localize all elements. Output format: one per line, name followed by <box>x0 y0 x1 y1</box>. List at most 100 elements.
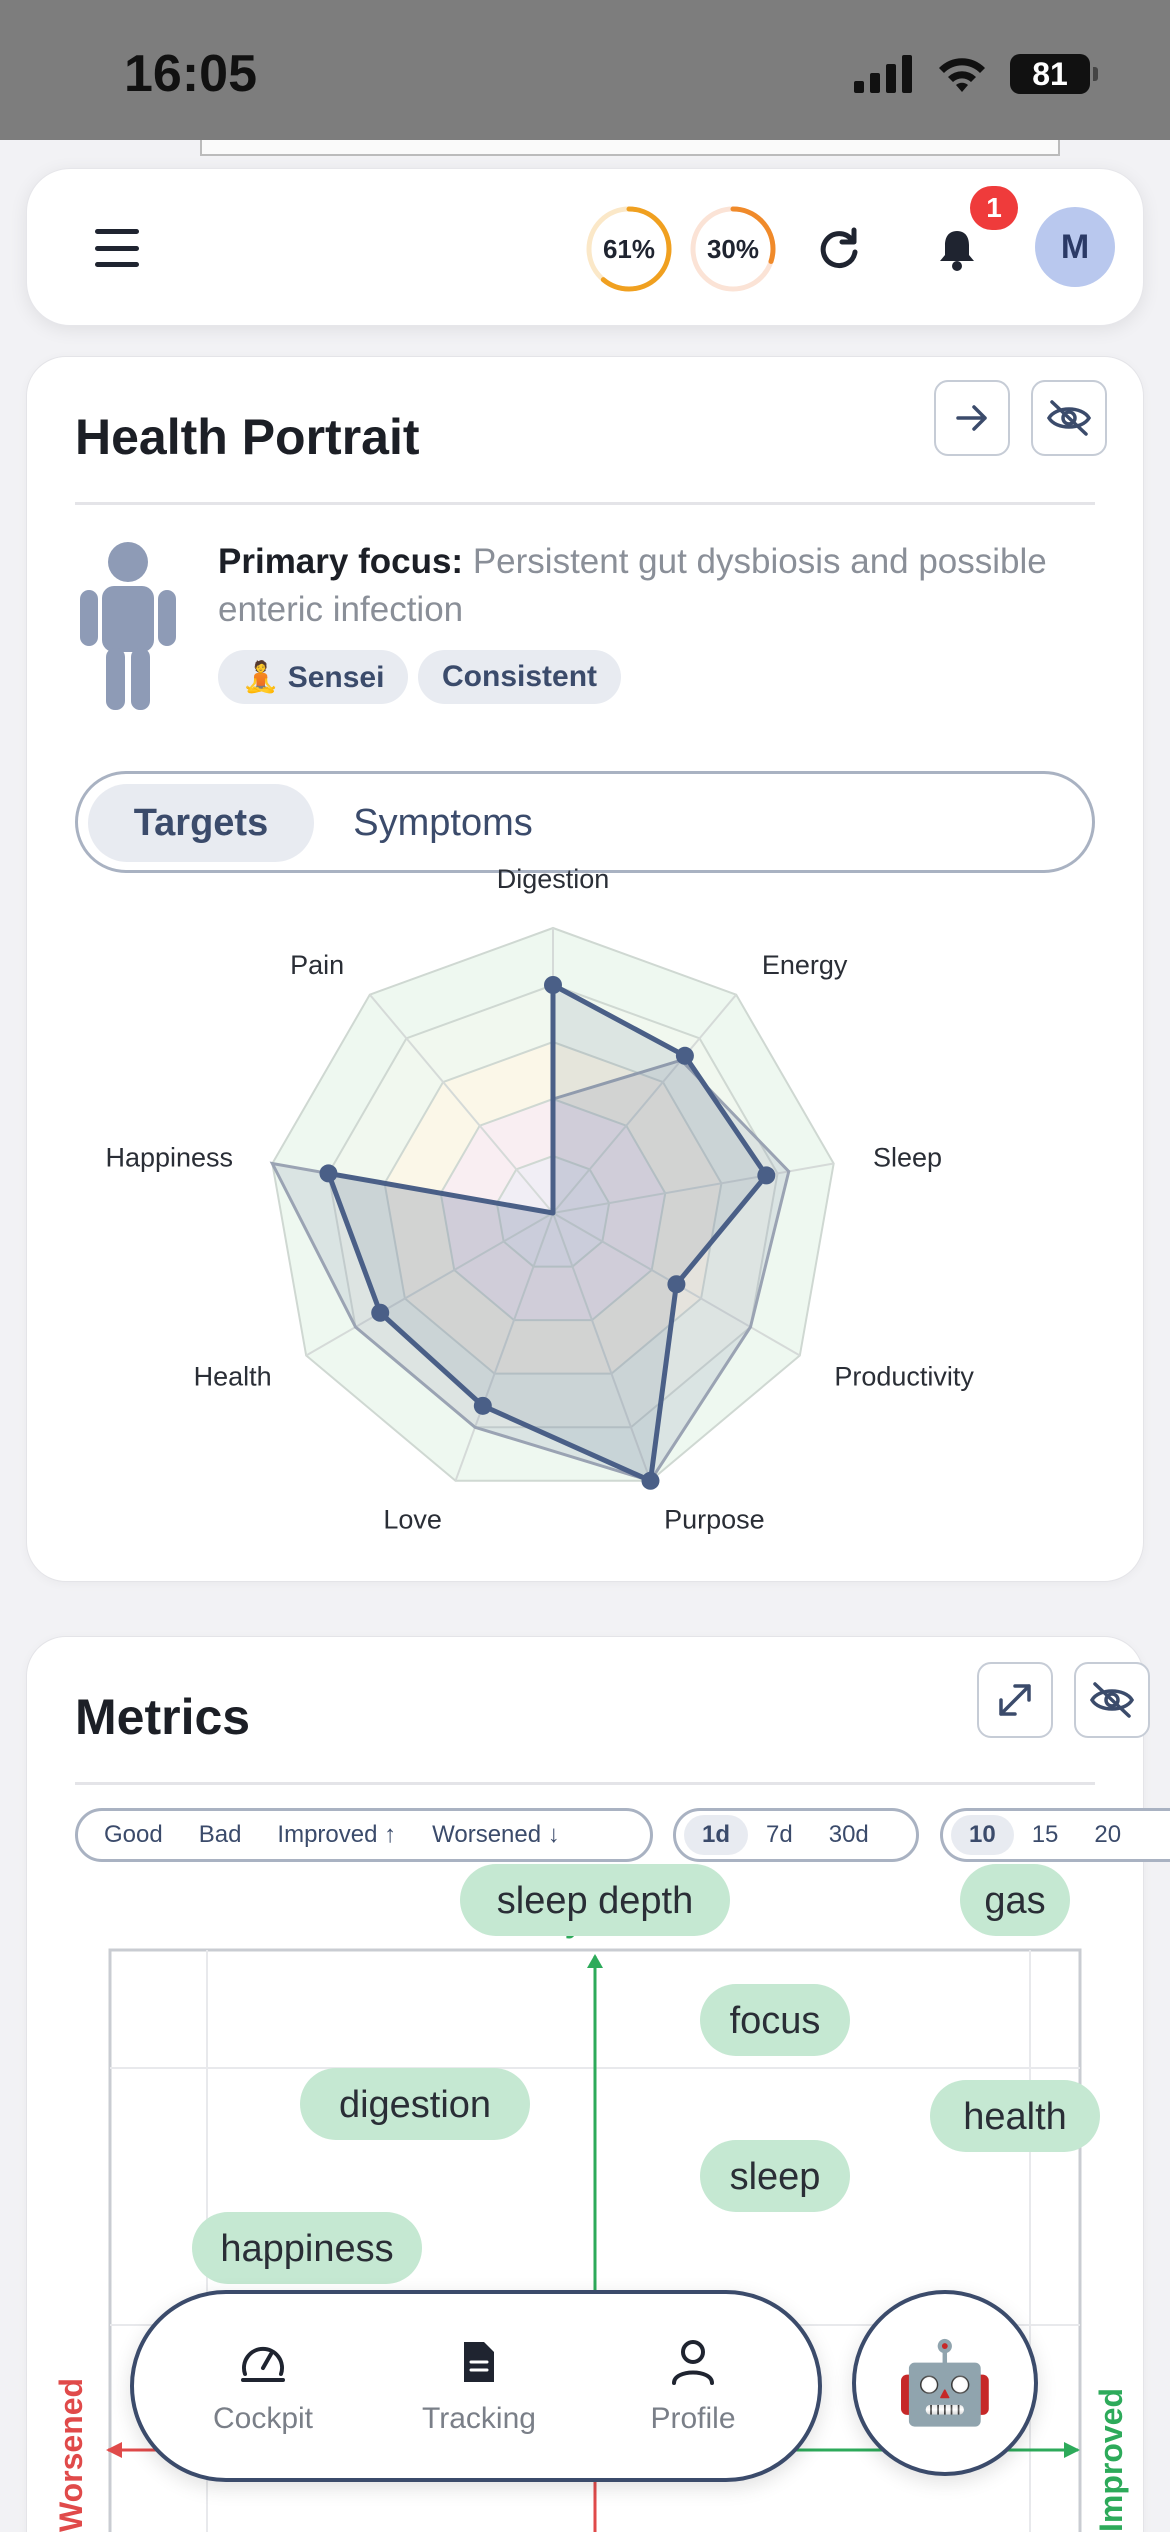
portrait-tabs: Targets Symptoms <box>75 771 1095 873</box>
eye-off-icon <box>1089 1682 1135 1718</box>
primary-focus-text: Persistent gut dysbiosis and possible en… <box>218 542 1047 629</box>
radar-spoke <box>552 1162 834 1214</box>
metric-bubble-health[interactable]: health <box>930 2080 1100 2152</box>
tab-symptoms[interactable]: Symptoms <box>353 801 533 844</box>
svg-text:digestion: digestion <box>339 2084 491 2126</box>
x-axis-right-arrow <box>1064 2442 1080 2458</box>
metric-bubble-sleep-depth[interactable]: sleep depth <box>460 1864 730 1936</box>
radar-point-love[interactable] <box>473 1396 492 1415</box>
metric-bubble-sleep[interactable]: sleep <box>700 2140 850 2212</box>
primary-focus: Primary focus: Persistent gut dysbiosis … <box>218 538 1098 634</box>
x-axis-right-label: Improved <box>1093 2388 1129 2532</box>
radar-point-sleep[interactable] <box>757 1166 776 1185</box>
progress-ring-2-label: 30% <box>706 233 760 264</box>
metric-bubble-gas[interactable]: gas <box>960 1864 1070 1936</box>
radar-spoke <box>552 994 737 1214</box>
primary-focus-label: Primary focus: <box>218 542 464 581</box>
radar-spoke <box>552 1212 652 1482</box>
radar-axis-label: Purpose <box>664 1504 765 1534</box>
svg-text:gas: gas <box>984 1880 1045 1922</box>
period-group: 1d 7d 30d <box>673 1808 919 1862</box>
nav-profile[interactable]: Profile <box>608 2334 778 2436</box>
radar-spoke <box>369 994 554 1214</box>
svg-text:sleep depth: sleep depth <box>497 1880 694 1922</box>
metric-bubble-focus[interactable]: focus <box>700 1984 850 2056</box>
filter-bad[interactable]: Bad <box>198 1821 242 1848</box>
radar-axis-label: Sleep <box>873 1143 942 1173</box>
radar-axis-label: Love <box>383 1504 442 1534</box>
filter-improved[interactable]: Improved ↑ <box>277 1821 397 1848</box>
top-header: 61% 30% <box>26 168 1144 326</box>
nav-tracking[interactable]: Tracking <box>394 2334 564 2436</box>
metrics-divider <box>75 1782 1095 1785</box>
document-icon <box>464 2342 494 2382</box>
metric-filter-group: Good Bad Improved ↑ Worsened ↓ <box>75 1808 653 1862</box>
count-20[interactable]: 20 <box>1094 1821 1122 1848</box>
radar-axis-label: Productivity <box>834 1361 974 1391</box>
svg-text:happiness: happiness <box>220 2228 393 2270</box>
portrait-divider <box>75 502 1095 505</box>
assistant-button[interactable]: 🤖 <box>852 2290 1038 2476</box>
status-bar: 16:05 81 <box>0 0 1170 140</box>
radar-axis-label: Happiness <box>105 1143 233 1173</box>
svg-text:sleep: sleep <box>730 2156 821 2198</box>
period-30d[interactable]: 30d <box>828 1821 869 1848</box>
period-7d[interactable]: 7d <box>766 1821 793 1848</box>
tab-targets[interactable]: Targets <box>88 784 314 862</box>
radar-point-happiness[interactable] <box>319 1164 338 1183</box>
cellular-signal-icon <box>854 55 912 93</box>
count-15[interactable]: 15 <box>1031 1821 1059 1848</box>
robot-icon: 🤖 <box>895 2338 995 2427</box>
radar-point-productivity[interactable] <box>667 1275 686 1294</box>
eye-off-icon <box>1046 400 1092 436</box>
bell-icon[interactable] <box>927 219 987 279</box>
arrow-right-icon <box>956 405 987 431</box>
consistent-chip: Consistent <box>418 650 622 704</box>
menu-icon[interactable] <box>91 223 143 273</box>
sensei-chip: 🧘 Sensei <box>218 650 409 704</box>
radar-point-energy[interactable] <box>675 1046 694 1065</box>
radar-axis-label: Health <box>194 1361 272 1391</box>
x-axis-left-label: Worsened <box>53 2378 89 2532</box>
refresh-icon[interactable] <box>809 219 869 279</box>
filter-worsened[interactable]: Worsened ↓ <box>432 1821 560 1848</box>
expand-icon <box>999 1684 1031 1716</box>
avatar[interactable]: M <box>1035 207 1115 287</box>
radar-spoke <box>454 1212 554 1482</box>
radar-axis-label: Pain <box>290 950 344 980</box>
notification-badge: 1 <box>970 186 1018 230</box>
radar-point-digestion[interactable] <box>544 976 562 994</box>
radar-axis-label: Energy <box>762 950 848 980</box>
gauge-icon <box>241 2346 285 2382</box>
nav-tracking-label: Tracking <box>422 2402 536 2435</box>
progress-ring-1-label: 61% <box>602 233 656 264</box>
radar-series-area <box>325 982 769 1484</box>
battery-level: 81 <box>1032 55 1068 92</box>
hide-metrics-button[interactable] <box>1074 1662 1150 1738</box>
open-portrait-button[interactable] <box>934 380 1010 456</box>
previous-card-edge <box>200 140 1060 156</box>
status-time: 16:05 <box>124 45 257 103</box>
status-icons: 81 <box>854 54 1098 94</box>
progress-ring-2[interactable]: 30% <box>689 205 777 293</box>
hide-portrait-button[interactable] <box>1031 380 1107 456</box>
nav-cockpit[interactable]: Cockpit <box>178 2334 348 2436</box>
filter-good[interactable]: Good <box>104 1821 163 1848</box>
expand-metrics-button[interactable] <box>977 1662 1053 1738</box>
radar-spoke <box>305 1212 554 1357</box>
nav-cockpit-label: Cockpit <box>212 2402 314 2435</box>
period-1d[interactable]: 1d <box>684 1815 749 1855</box>
wifi-icon <box>939 58 985 92</box>
count-10[interactable]: 10 <box>951 1815 1014 1855</box>
radar-point-health[interactable] <box>371 1303 390 1322</box>
user-icon <box>672 2340 714 2385</box>
metric-bubble-digestion[interactable]: digestion <box>300 2068 530 2140</box>
radar-point-purpose[interactable] <box>641 1471 660 1490</box>
progress-ring-1[interactable]: 61% <box>585 205 673 293</box>
radar-axis-label: Digestion <box>497 864 610 894</box>
y-axis-arrow <box>587 1954 603 1968</box>
metric-bubble-happiness[interactable]: happiness <box>192 2212 422 2284</box>
health-radar-chart: Digestion Energy Sleep Productivity Purpose L… <box>105 864 974 1534</box>
portrait-title: Health Portrait <box>75 409 420 465</box>
